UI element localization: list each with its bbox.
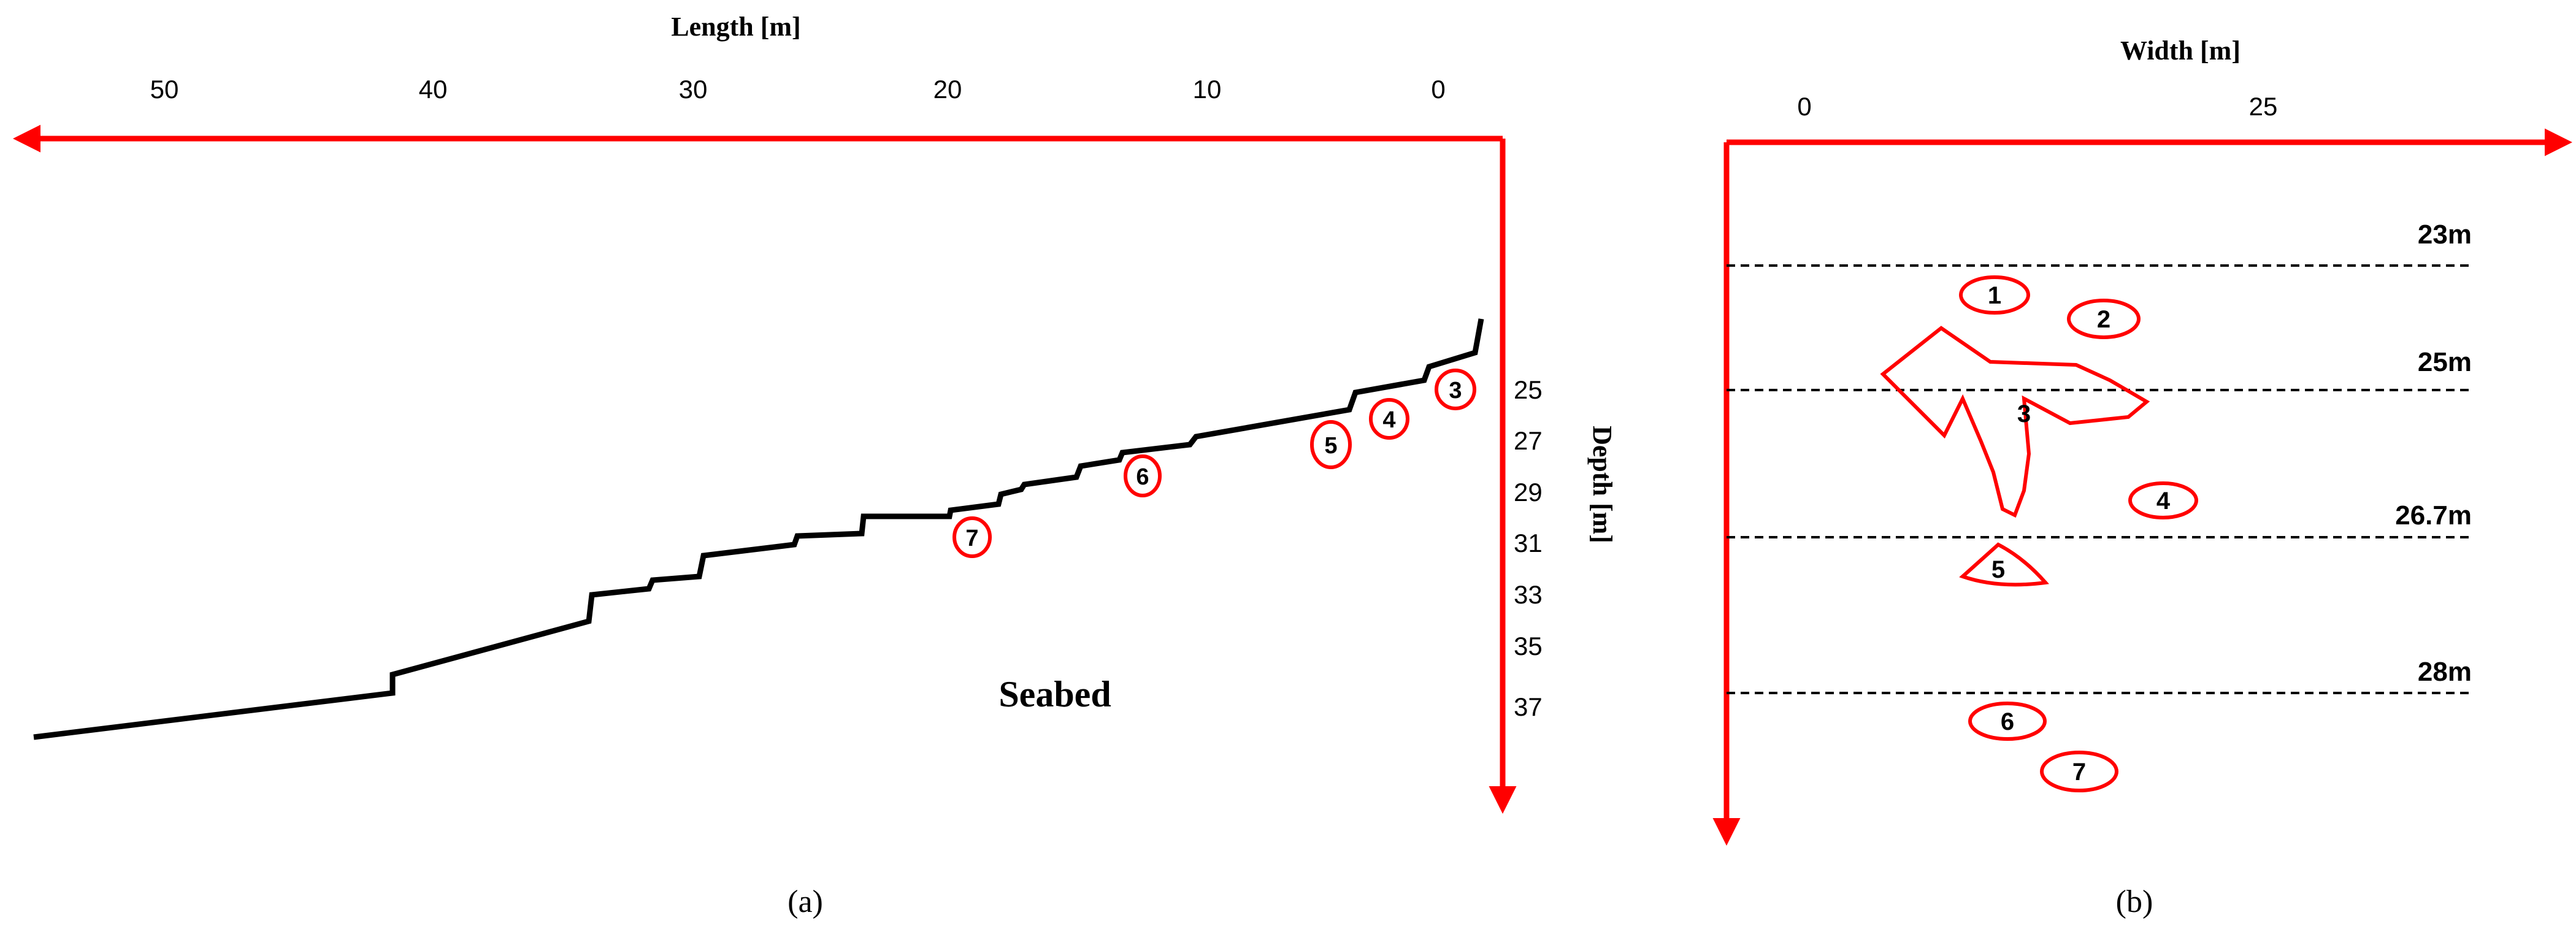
panel-a-y-tick: 27 <box>1514 426 1543 455</box>
svg-text:3: 3 <box>1449 378 1462 404</box>
panel-a-x-tick: 30 <box>679 75 708 104</box>
panel-a-x-tick: 10 <box>1193 75 1222 104</box>
panel-b-marker-5: 5 <box>1991 556 2005 583</box>
panel-a-marker-7: 7 <box>953 516 992 558</box>
panel-a-marker-5: 5 <box>1310 420 1352 469</box>
svg-text:3: 3 <box>2017 400 2031 427</box>
panel-b-marker-7: 7 <box>2040 751 2118 792</box>
svg-text:5: 5 <box>1991 556 2005 583</box>
svg-text:1: 1 <box>1988 282 2001 309</box>
seabed-label: Seabed <box>999 674 1111 714</box>
panel-a-marker-4: 4 <box>1369 398 1409 440</box>
panel-a-y-tick: 33 <box>1514 580 1543 609</box>
panel-a-y-axis-title: Depth [m] <box>1587 426 1617 543</box>
panel-a-x-tick: 20 <box>933 75 962 104</box>
svg-text:2: 2 <box>2097 306 2110 333</box>
panel-a: Length [m] 50 40 30 20 10 0 25 27 29 31 … <box>13 12 1617 919</box>
svg-text:4: 4 <box>2156 488 2171 515</box>
depth-label-28m: 28m <box>2418 657 2472 687</box>
panel-a-x-axis-title: Length [m] <box>671 12 800 42</box>
panel-a-caption: (a) <box>788 884 823 919</box>
panel-b-marker-1: 1 <box>1959 275 2030 315</box>
panel-a-y-tick: 37 <box>1514 692 1543 721</box>
svg-text:5: 5 <box>1324 433 1337 459</box>
panel-b-marker-6: 6 <box>1968 702 2047 741</box>
zone-3-outline <box>1880 326 2150 518</box>
zone-5-outline <box>1959 542 2049 587</box>
svg-text:7: 7 <box>2072 759 2086 786</box>
panel-a-x-tick: 0 <box>1431 75 1445 104</box>
panel-a-marker-6: 6 <box>1124 454 1162 497</box>
panel-b-caption: (b) <box>2116 884 2153 919</box>
panel-a-y-tick: 29 <box>1514 478 1543 507</box>
panel-b-marker-2: 2 <box>2067 299 2141 339</box>
svg-text:4: 4 <box>1382 407 1395 433</box>
svg-text:7: 7 <box>965 526 978 551</box>
panel-b-marker-4: 4 <box>2128 481 2198 519</box>
panel-a-x-tick: 50 <box>150 75 179 104</box>
depth-label-26-7m: 26.7m <box>2395 500 2472 530</box>
seabed-profile-line <box>33 318 1484 740</box>
panel-a-y-tick: 31 <box>1514 529 1543 557</box>
panel-a-x-tick: 40 <box>419 75 448 104</box>
panel-b-x-tick: 25 <box>2249 92 2278 121</box>
depth-label-25m: 25m <box>2418 347 2472 377</box>
panel-b-x-axis-title: Width [m] <box>2120 36 2241 66</box>
panel-b-marker-3: 3 <box>2017 400 2031 427</box>
depth-label-23m: 23m <box>2418 220 2472 250</box>
panel-b-x-tick: 0 <box>1797 92 1811 121</box>
svg-text:6: 6 <box>1136 464 1149 490</box>
panel-a-marker-3: 3 <box>1435 369 1476 410</box>
panel-b: Width [m] 0 25 23m 25m 26.7m 28m <box>1712 36 2572 919</box>
panel-a-y-tick: 35 <box>1514 632 1543 660</box>
panel-a-y-tick: 25 <box>1514 375 1543 404</box>
svg-text:6: 6 <box>2001 708 2014 735</box>
